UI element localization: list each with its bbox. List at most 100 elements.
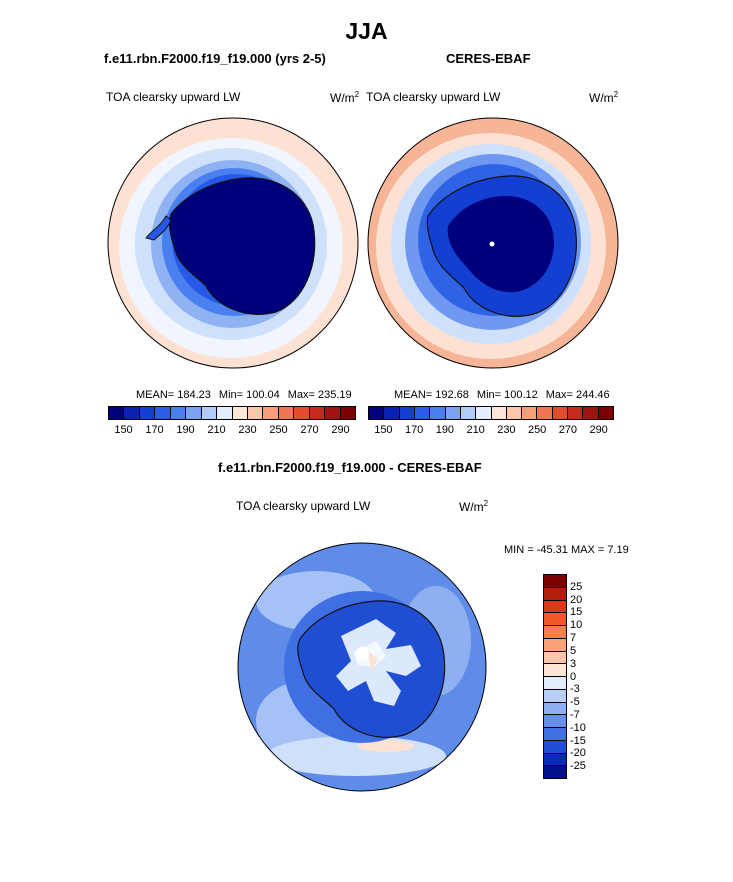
panel-1-variable-label: TOA clearsky upward LW [106, 90, 241, 104]
model-map [107, 117, 359, 369]
difference-colorbar-tick-label: 15 [570, 606, 583, 619]
difference-title: f.e11.rbn.F2000.f19_f19.000 - CERES-EBAF [218, 460, 482, 475]
observation-colorbar-swatch [506, 407, 523, 419]
difference-colorbar-tick-label: 20 [570, 593, 583, 606]
observation-colorbar-tick-label: 270 [558, 424, 578, 436]
observation-colorbar-swatch [384, 407, 400, 419]
observation-colorbar-tick-label: 190 [435, 424, 455, 436]
difference-colorbar-ticks: 25 20 15 10 7 5 3 0 -3 -5 -7 -10 -15 -20 -25 [570, 574, 610, 779]
observation-colorbar-swatch [522, 407, 538, 419]
panel-1-mean: MEAN= 184.23 [136, 389, 211, 401]
difference-colorbar-swatch [544, 626, 566, 639]
panel-2-mean: MEAN= 192.68 [394, 389, 469, 401]
difference-colorbar-tick-label: 10 [570, 619, 583, 632]
panel-1-max: Max= 235.19 [287, 389, 352, 401]
panel-1-min: Min= 100.04 [218, 389, 280, 401]
difference-colorbar [543, 574, 567, 779]
difference-colorbar-tick-label: -3 [570, 683, 580, 696]
difference-variable-label: TOA clearsky upward LW [236, 499, 371, 513]
difference-colorbar-swatch [544, 664, 566, 677]
model-colorbar-swatch [217, 407, 233, 419]
model-colorbar-tick-label: 290 [331, 424, 350, 436]
model-colorbar-tick-label: 190 [176, 424, 195, 436]
model-colorbar-swatch [232, 407, 248, 419]
model-colorbar-swatch [186, 407, 202, 419]
model-colorbar-swatch [124, 407, 140, 419]
difference-colorbar-swatch [544, 728, 566, 741]
model-colorbar-swatch [309, 407, 326, 419]
model-colorbar-tick-label: 270 [300, 424, 319, 436]
model-colorbar-tick-label: 150 [114, 424, 133, 436]
difference-colorbar-tick-label: 5 [570, 644, 577, 657]
model-colorbar-swatch [139, 407, 156, 419]
model-colorbar-swatch [340, 407, 355, 419]
difference-colorbar-tick-label: 0 [570, 670, 577, 683]
model-colorbar-swatch [294, 407, 310, 419]
difference-colorbar-tick-label: 25 [570, 580, 583, 593]
model-colorbar-swatch [170, 407, 187, 419]
model-colorbar-swatch [109, 407, 125, 419]
model-colorbar-swatch [247, 407, 264, 419]
difference-colorbar-swatch [544, 740, 566, 754]
observation-colorbar-tick-label: 210 [466, 424, 485, 436]
model-colorbar-tick-label: 230 [238, 424, 257, 436]
model-colorbar-swatch [201, 407, 218, 419]
observation-colorbar-swatch [430, 407, 446, 419]
difference-colorbar-swatch [544, 753, 566, 767]
observation-colorbar-swatch [399, 407, 415, 419]
difference-colorbar-swatch [544, 689, 566, 703]
observation-colorbar-swatch [369, 407, 385, 419]
season-title: JJA [345, 18, 388, 44]
observation-colorbar-swatch [568, 407, 584, 419]
panel-1-stats: MEAN= 184.23 Min= 100.04 Max= 235.19 [136, 389, 352, 401]
difference-colorbar-tick-label: -15 [570, 734, 586, 747]
observation-colorbar-tick-label: 170 [404, 424, 424, 436]
difference-colorbar-swatch [544, 702, 566, 716]
difference-colorbar-swatch [544, 575, 566, 588]
difference-colorbar-swatch [544, 587, 566, 601]
difference-colorbar-swatch [544, 600, 566, 614]
difference-colorbar-tick-label: -5 [570, 696, 580, 709]
model-colorbar-swatch [325, 407, 341, 419]
model-colorbar [108, 406, 356, 420]
difference-colorbar-swatch [544, 651, 566, 665]
difference-colorbar-tick-label: 7 [570, 632, 577, 645]
difference-colorbar-swatch [544, 613, 566, 626]
difference-colorbar-tick-label: -10 [570, 721, 586, 734]
panel-2-max: Max= 244.46 [545, 389, 610, 401]
panel-2-case-title: CERES-EBAF [446, 51, 531, 66]
observation-colorbar-swatch [460, 407, 477, 419]
observation-colorbar-swatch [476, 407, 492, 419]
panel-1-units: W/m2 [330, 90, 360, 105]
difference-colorbar-swatch [544, 677, 566, 690]
observation-colorbar-tick-label: 290 [589, 424, 608, 436]
observation-colorbar-swatch [414, 407, 431, 419]
difference-colorbar-tick-label: -20 [570, 747, 586, 760]
difference-colorbar-swatch [544, 766, 566, 778]
difference-colorbar-swatch [544, 715, 566, 728]
observation-colorbar [368, 406, 614, 420]
difference-colorbar-tick-label: -7 [570, 708, 580, 721]
model-colorbar-tick-label: 250 [269, 424, 288, 436]
observation-colorbar-swatch [552, 407, 569, 419]
difference-colorbar-tick-label: -25 [570, 760, 586, 773]
difference-minmax: MIN = -45.31 MAX = 7.19 [504, 544, 629, 556]
model-colorbar-swatch [263, 407, 279, 419]
model-colorbar-tick-label: 170 [145, 424, 164, 436]
model-colorbar-tick-label: 210 [207, 424, 226, 436]
observation-colorbar-ticks: 150 170 190 210 230 250 270 290 [368, 424, 614, 438]
model-colorbar-ticks: 150 170 190 210 230 250 270 290 [108, 424, 356, 438]
observation-colorbar-swatch [583, 407, 599, 419]
panel-2-min: Min= 100.12 [476, 389, 538, 401]
observation-colorbar-swatch [537, 407, 553, 419]
observation-colorbar-tick-label: 150 [374, 424, 393, 436]
observation-colorbar-swatch [491, 407, 507, 419]
panel-1-case-title: f.e11.rbn.F2000.f19_f19.000 (yrs 2-5) [104, 51, 326, 66]
panel-2-variable-label: TOA clearsky upward LW [366, 90, 501, 104]
observation-colorbar-tick-label: 250 [527, 424, 547, 436]
observation-map [367, 117, 619, 369]
panel-2-units: W/m2 [589, 90, 619, 105]
observation-colorbar-swatch [445, 407, 461, 419]
observation-colorbar-swatch [598, 407, 613, 419]
panel-2-stats: MEAN= 192.68 Min= 100.12 Max= 244.46 [394, 389, 610, 401]
